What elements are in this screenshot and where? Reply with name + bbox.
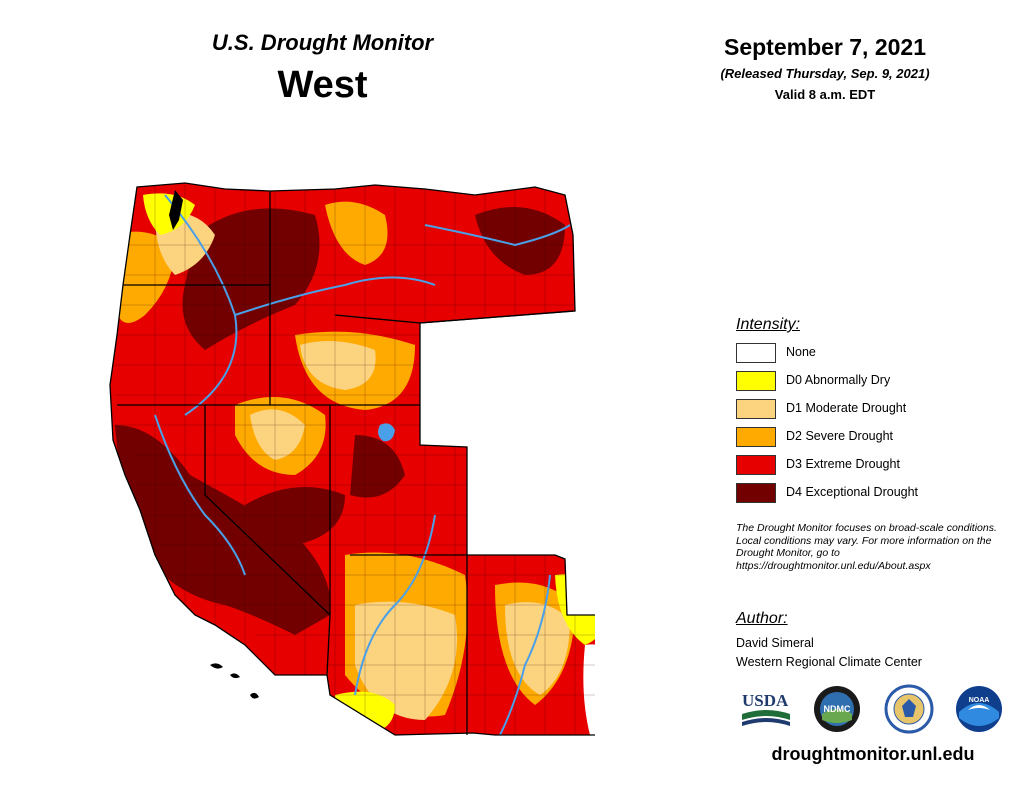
legend-note: The Drought Monitor focuses on broad-sca…	[736, 522, 997, 572]
usda-logo-icon: USDA	[742, 691, 790, 726]
d4-area-montana	[475, 207, 565, 275]
legend-label-d2: D2 Severe Drought	[786, 429, 894, 443]
d4-area-pacific-nw	[182, 208, 320, 350]
legend-label-none: None	[786, 345, 816, 359]
legend-swatch-d4	[736, 483, 776, 503]
region-title: West	[277, 64, 368, 106]
state-borders	[109, 182, 595, 736]
legend-swatch-d2	[736, 427, 776, 447]
partner-logos: USDA NDMC NOAA	[738, 684, 1002, 734]
d4-area-nevada	[245, 487, 345, 545]
release-date: (Released Thursday, Sep. 9, 2021)	[720, 66, 930, 81]
legend-title: Intensity:	[736, 316, 801, 333]
none-area-new-mexico	[583, 644, 595, 735]
legend-swatch-d0	[736, 371, 776, 391]
legend-swatch-d1	[736, 399, 776, 419]
author-heading: Author:	[736, 610, 788, 627]
legend-swatch-d3	[736, 455, 776, 475]
ndmc-logo-icon: NDMC	[814, 686, 860, 732]
puget-sound	[169, 190, 183, 230]
d1-area-new-mexico	[505, 602, 570, 695]
legend-label-d4: D4 Exceptional Drought	[786, 485, 919, 499]
legend-label-d3: D3 Extreme Drought	[786, 457, 900, 471]
d1-area-nevada	[250, 409, 305, 460]
d4-area-california	[115, 425, 331, 635]
svg-text:NOAA: NOAA	[969, 697, 990, 704]
d2-area-idaho	[325, 201, 388, 265]
rivers	[154, 194, 571, 735]
d2-area-washington-coast	[115, 231, 175, 323]
map-title: U.S. Drought Monitor	[211, 30, 434, 55]
author-organization: Western Regional Climate Center	[736, 655, 922, 669]
legend-swatch-none	[736, 343, 776, 363]
county-lines	[115, 185, 595, 735]
website-url[interactable]: droughtmonitor.unl.edu	[771, 744, 975, 764]
d1-area-wyoming	[300, 341, 376, 390]
map-date: September 7, 2021	[723, 34, 926, 60]
author-name: David Simeral	[736, 636, 814, 650]
d4-area-utah	[350, 435, 405, 498]
great-salt-lake	[378, 423, 395, 442]
commerce-seal-icon	[884, 684, 934, 734]
noaa-logo-icon: NOAA	[956, 686, 1002, 732]
legend-label-d0: D0 Abnormally Dry	[786, 373, 891, 387]
svg-text:USDA: USDA	[742, 691, 789, 710]
channel-islands	[210, 663, 259, 699]
legend-label-d1: D1 Moderate Drought	[786, 401, 907, 415]
d1-area-arizona	[355, 601, 457, 720]
drought-map	[109, 182, 595, 736]
valid-time: Valid 8 a.m. EDT	[774, 87, 876, 102]
svg-text:NDMC: NDMC	[824, 704, 851, 714]
